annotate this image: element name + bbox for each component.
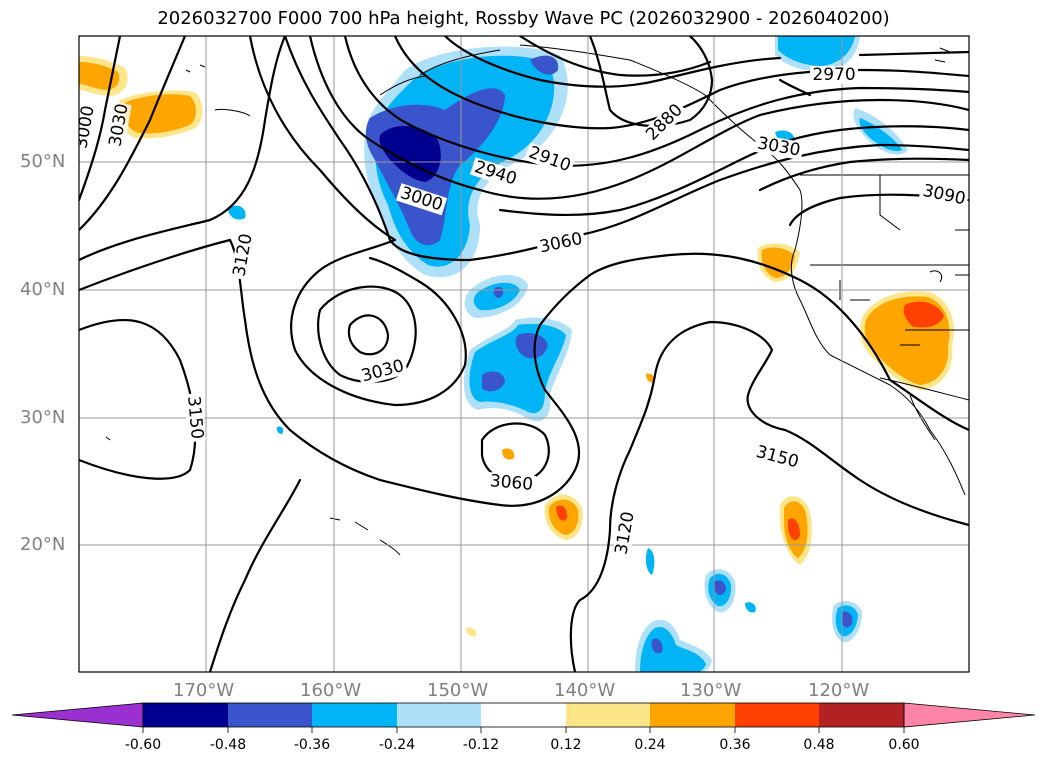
contour-label: 3030: [105, 102, 132, 148]
colorbar-extend-low: [11, 702, 144, 728]
coastlines: [105, 44, 969, 556]
colorbar-label: -0.36: [293, 737, 331, 753]
colorbar-label: -0.60: [124, 737, 162, 753]
map-title: 2026032700 F000 700 hPa height, Rossby W…: [157, 8, 890, 29]
colorbar-label: 0.48: [803, 737, 835, 753]
contour-label: 3060: [538, 229, 584, 258]
colorbar-label: 0.24: [634, 737, 666, 753]
map-plot-area: 3000 3030 2970 2880 2910 2940 3000 3030 …: [71, 36, 969, 672]
colorbar-label: -0.24: [378, 737, 416, 753]
lat-tick-label: 40°N: [20, 279, 66, 300]
colorbar-label: 0.36: [719, 737, 751, 753]
contour-label: 3150: [754, 442, 801, 473]
colorbar-label: 0.12: [550, 737, 582, 753]
lat-tick-label: 20°N: [20, 534, 66, 555]
negative-anomaly-shading: [228, 36, 908, 672]
colorbar-extend-high: [903, 702, 1036, 728]
contour-label: 3000: [71, 104, 98, 150]
lon-tick-label: 130°W: [680, 680, 742, 701]
colorbar-label: 0.60: [888, 737, 920, 753]
lat-tick-label: 50°N: [20, 151, 66, 172]
lon-tick-label: 170°W: [173, 680, 235, 701]
contour-label: 3120: [611, 510, 638, 556]
lon-tick-label: 150°W: [427, 680, 489, 701]
lon-tick-label: 160°W: [300, 680, 362, 701]
contour-label: 3030: [756, 133, 802, 160]
contour-label: 3120: [229, 232, 256, 278]
map-frame: [78, 35, 970, 673]
lon-tick-label: 120°W: [808, 680, 870, 701]
colorbar-label: -0.48: [209, 737, 247, 753]
contour-label: 2970: [812, 65, 855, 85]
lat-tick-label: 30°N: [20, 407, 66, 428]
lon-tick-label: 140°W: [554, 680, 616, 701]
colorbar: [11, 702, 1036, 733]
contour-label: 3090: [921, 181, 967, 210]
colorbar-label: -0.12: [462, 737, 500, 753]
contour-label: 3150: [183, 395, 207, 440]
positive-anomaly-shading: [79, 56, 954, 637]
contour-label: 2910: [526, 143, 573, 177]
contour-label: 3060: [489, 471, 534, 495]
